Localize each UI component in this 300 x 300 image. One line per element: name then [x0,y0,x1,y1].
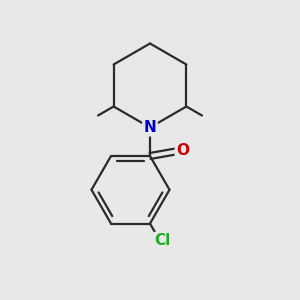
Text: N: N [144,120,156,135]
Text: Cl: Cl [154,233,171,248]
Text: O: O [176,142,189,158]
